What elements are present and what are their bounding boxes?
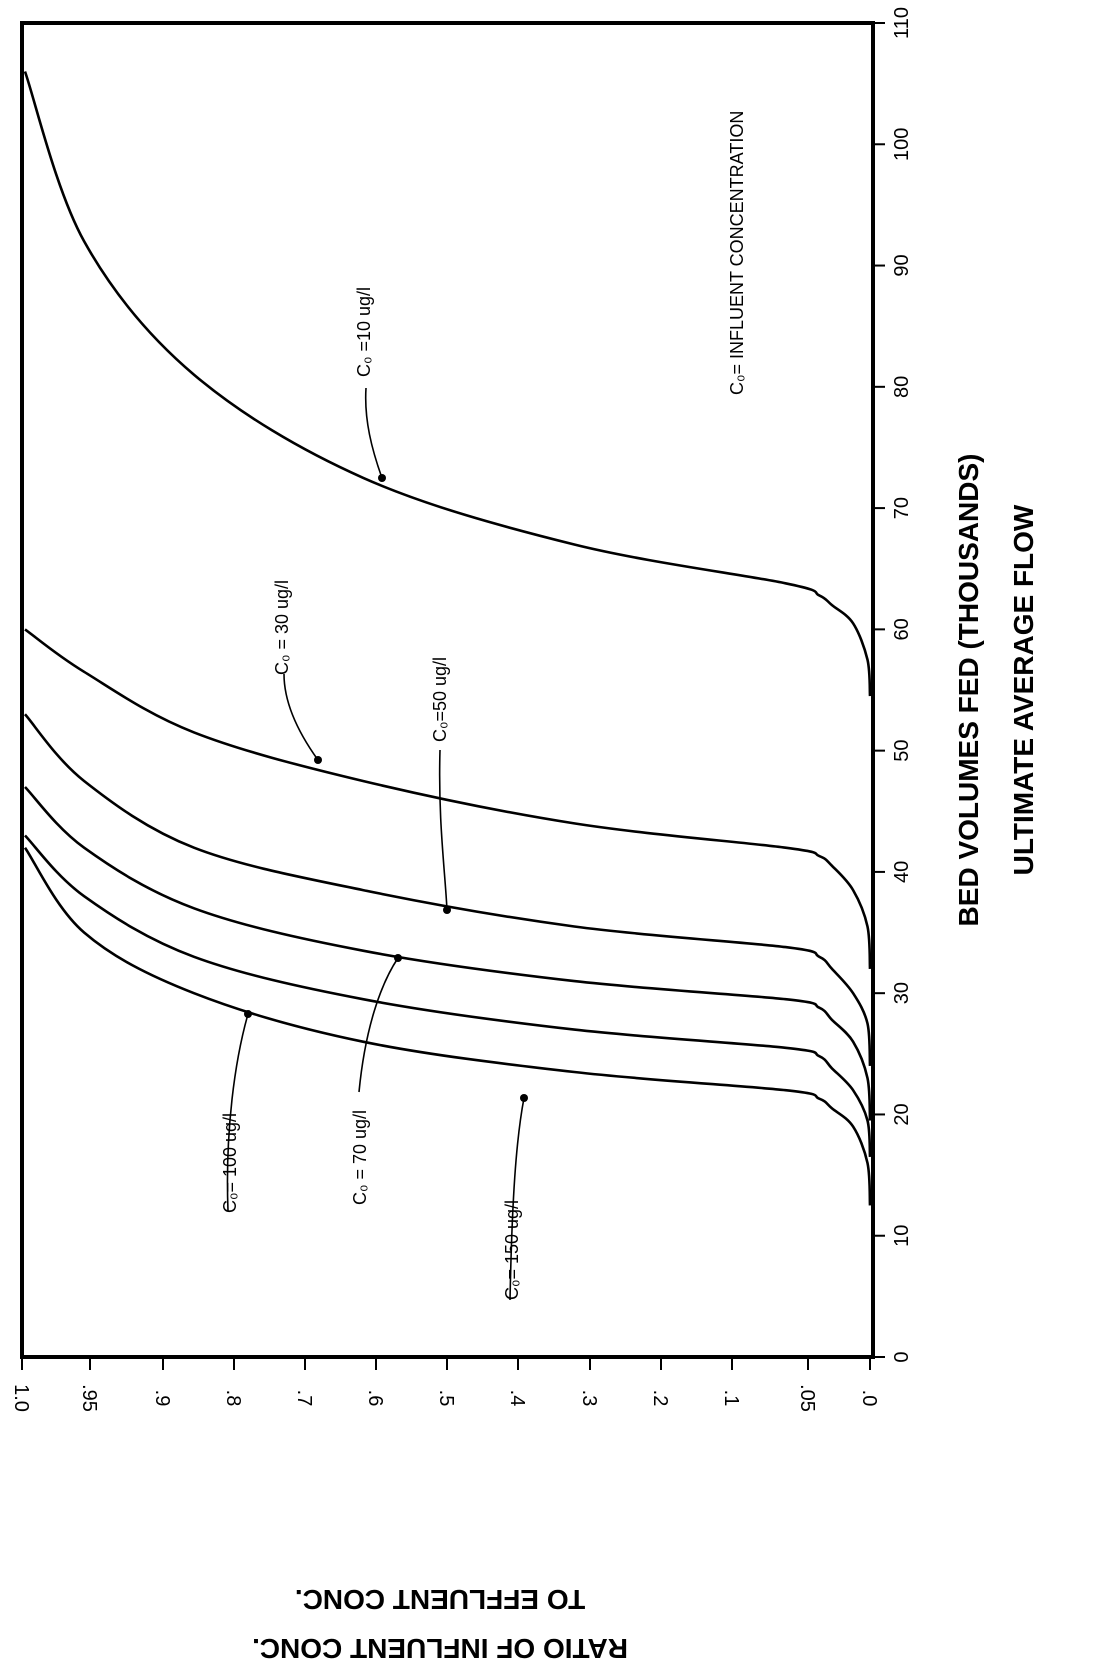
series-label-100: C₀= 100 ug/l (220, 1113, 240, 1213)
leader-arrowhead (520, 1094, 528, 1102)
annotation-text: C₀= INFLUENT CONCENTRATION (727, 111, 747, 395)
y-tick-label: .95 (78, 1384, 100, 1412)
x-tick-label: 50 (891, 740, 913, 762)
leader-arrowhead (443, 906, 451, 914)
y-tick-label: .3 (578, 1390, 600, 1407)
series-curve-1 (24, 834, 872, 1157)
leader-line (364, 387, 383, 479)
x-tick-label: 70 (891, 497, 913, 519)
y-axis-subtitle: TO EFFLUENT CONC. (295, 1584, 585, 1615)
series-label-10: C₀ =10 ug/l (354, 287, 374, 377)
series-label-30: C₀ = 30 ug/l (272, 580, 292, 675)
series-curve-5 (23, 71, 872, 697)
x-tick-label: 30 (891, 982, 913, 1004)
leader-arrowhead (244, 1010, 252, 1018)
x-tick-label: 40 (891, 861, 913, 883)
series-curves (23, 71, 872, 1206)
x-tick-label: 60 (891, 618, 913, 640)
x-axis-title: BED VOLUMES FED (THOUSANDS) (953, 454, 984, 927)
series-curve-2 (24, 786, 872, 1121)
y-axis-title: RATIO OF INFLUENT CONC. (252, 1633, 628, 1664)
y-tick-label: .7 (293, 1390, 315, 1407)
leader-arrowhead (314, 756, 322, 764)
y-tick-label: .9 (151, 1390, 173, 1407)
leader-line (358, 957, 399, 1093)
series-curve-3 (24, 713, 872, 1067)
leader-line (438, 749, 448, 911)
x-tick-label: 0 (891, 1351, 913, 1362)
series-curve-0 (23, 846, 872, 1206)
x-tick-label: 100 (891, 128, 913, 161)
y-tick-label: .0 (858, 1390, 880, 1407)
series-label-150: C₀= 150 ug/l (502, 1200, 522, 1300)
axis-ticks: 0 10 20 30 40 50 60 70 80 90 100 110 .0 .05 .1 .2 .3 .4 .5… (10, 7, 913, 1412)
series-label-70: C₀ = 70 ug/l (350, 1110, 370, 1205)
leader-line (509, 1097, 525, 1301)
leader-line (283, 673, 319, 761)
x-tick-label: 10 (891, 1225, 913, 1247)
leader-arrowhead (394, 954, 402, 962)
x-tick-label: 80 (891, 376, 913, 398)
leader-line (226, 1013, 249, 1212)
leader-arrowhead (378, 474, 386, 482)
y-tick-label: .4 (506, 1390, 528, 1407)
y-tick-label: .2 (649, 1390, 671, 1407)
y-tick-label: .5 (435, 1390, 457, 1407)
y-tick-label: .05 (796, 1384, 818, 1412)
x-tick-label: 110 (891, 7, 913, 39)
x-axis-subtitle: ULTIMATE AVERAGE FLOW (1008, 504, 1039, 875)
chart-labels: C₀= INFLUENT CONCENTRATION C₀= 150 ug/l … (220, 111, 1039, 1664)
series-curve-4 (24, 628, 872, 970)
y-tick-label: .6 (364, 1390, 386, 1407)
series-label-50: C₀=50 ug/l (430, 657, 450, 742)
y-tick-label: .1 (720, 1390, 742, 1407)
x-tick-label: 20 (891, 1103, 913, 1125)
label-leaders (226, 387, 528, 1301)
x-tick-label: 90 (891, 254, 913, 276)
y-tick-label: .8 (222, 1390, 244, 1407)
y-tick-label: 1.0 (10, 1384, 32, 1412)
